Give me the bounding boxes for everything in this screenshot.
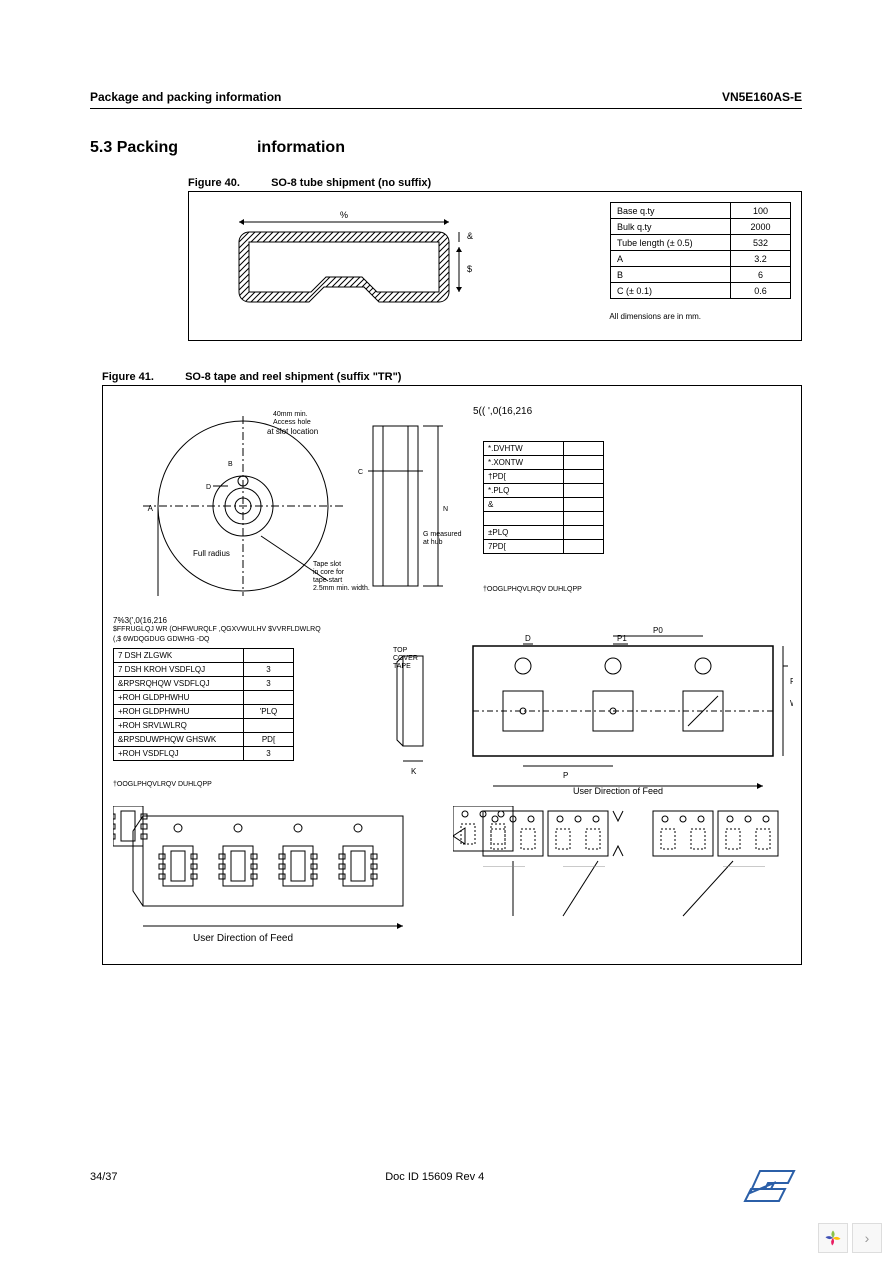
tape-sub2: (,$ 6WDQGDUG GDWHG -DQ [113, 636, 209, 643]
svg-text:tape start: tape start [313, 577, 342, 584]
dim-r2: $ [467, 264, 472, 274]
section-title-a: Packing [117, 139, 178, 156]
svg-text:D: D [206, 484, 211, 491]
table-row: C (± 0.1)0.6 [611, 283, 791, 299]
svg-text:User Direction of Feed: User Direction of Feed [193, 933, 293, 944]
svg-text:C: C [358, 469, 363, 476]
fig41-text: SO-8 tape and reel shipment (suffix "TR"… [185, 371, 401, 383]
table-row [484, 512, 604, 526]
svg-text:Tape slot: Tape slot [313, 561, 341, 568]
svg-text:at hub: at hub [423, 539, 443, 546]
reel-note: †OOGLPHQVLRQV DUHLQPP [483, 586, 582, 593]
svg-text:40mm min.: 40mm min. [273, 411, 308, 418]
table-row: Base q.ty100 [611, 203, 791, 219]
section-number: 5.3 [90, 139, 112, 156]
svg-text:P1: P1 [617, 634, 627, 643]
section-title-b: information [257, 139, 345, 156]
feed-direction-diagram: User Direction of Feed [113, 806, 423, 956]
table-row: & [484, 498, 604, 512]
page-header: Package and packing information VN5E160A… [90, 90, 802, 109]
svg-text:COVER: COVER [393, 655, 418, 662]
tube-dimensions-table: Base q.ty100Bulk q.ty2000Tube length (± … [610, 202, 791, 299]
svg-text:User Direction of Feed: User Direction of Feed [573, 786, 663, 796]
figure-40-caption: Figure 40. SO-8 tube shipment (no suffix… [188, 177, 802, 189]
svg-text:N: N [443, 506, 448, 513]
table-row: 7 DSH KROH VSDFLQJ3 [114, 663, 294, 677]
page-number: 34/37 [90, 1171, 118, 1183]
svg-text:B: B [228, 461, 233, 468]
table-row: +ROH GLDPHWHU [114, 691, 294, 705]
st-logo-icon [742, 1163, 802, 1203]
svg-text:———————: ——————— [483, 864, 525, 870]
tape-dimensions-diagram: TOPCOVERTAPE K P0 D P1 F W P User Direct… [393, 626, 793, 796]
svg-text:D: D [525, 634, 531, 643]
table-row: 7PD[ [484, 540, 604, 554]
figure-41-caption: Figure 41. SO-8 tape and reel shipment (… [102, 371, 802, 383]
svg-text:Access hole: Access hole [273, 419, 311, 426]
table-row: ±PLQ [484, 526, 604, 540]
table-row: +ROH VSDFLQJ3 [114, 747, 294, 761]
svg-text:TOP: TOP [393, 647, 408, 654]
reel-diagram: A 40mm min. Access hole at slot location… [113, 396, 473, 606]
figure-41-frame: A 40mm min. Access hole at slot location… [102, 385, 802, 965]
viewer-logo-icon[interactable] [818, 1223, 848, 1253]
tape-dims-title: 7%3(',0(16,216 [113, 616, 167, 625]
svg-text:P: P [563, 771, 568, 780]
page-footer: 34/37 Doc ID 15609 Rev 4 [90, 1171, 802, 1183]
table-row: &RPSDUWPHQW GHSWKPD[ [114, 733, 294, 747]
section-heading: 5.3 Packing information [90, 139, 802, 157]
svg-text:P0: P0 [653, 626, 663, 635]
svg-text:TAPE: TAPE [393, 663, 411, 670]
table-row: *.DVHTW [484, 442, 604, 456]
dim-r1: & [467, 231, 473, 241]
packing-diagram: ——————— ——————— ——————— [453, 806, 793, 956]
table-row: B6 [611, 267, 791, 283]
svg-text:Full radius: Full radius [193, 549, 230, 558]
table-row: 7 DSH ZLGWK [114, 649, 294, 663]
svg-text:G measured: G measured [423, 531, 462, 538]
svg-text:in core for: in core for [313, 569, 345, 576]
fig40-text: SO-8 tube shipment (no suffix) [271, 177, 431, 189]
svg-text:F: F [790, 677, 793, 686]
table-row: A3.2 [611, 251, 791, 267]
svg-text:at slot location: at slot location [267, 427, 318, 436]
content-area: Package and packing information VN5E160A… [90, 90, 802, 965]
table-row: Tube length (± 0.5)532 [611, 235, 791, 251]
table-row: +ROH GLDPHWHU'PLQ [114, 705, 294, 719]
reel-dimensions-table: *.DVHTW*.XONTW†PD[*.PLQ& ±PLQ7PD[ [483, 441, 604, 554]
svg-text:2.5mm min. width.: 2.5mm min. width. [313, 585, 370, 592]
svg-text:K: K [411, 767, 417, 776]
svg-text:———————: ——————— [563, 864, 605, 870]
svg-text:A: A [148, 504, 154, 513]
dim-top: % [340, 210, 348, 220]
table-row: Bulk q.ty2000 [611, 219, 791, 235]
table-row: *.PLQ [484, 484, 604, 498]
figure-40-frame: % & $ Base q.ty100Bulk q.ty2000Tube leng… [188, 191, 802, 341]
tape-sub1: $FFRUGLQJ WR (OHFWURQLF ,QGXVWULHV $VVRF… [113, 626, 321, 633]
table-row: *.XONTW [484, 456, 604, 470]
tube-cross-section-diagram: % & $ [219, 202, 489, 332]
viewer-pager: › [818, 1223, 882, 1253]
tape-note: †OOGLPHQVLRQV DUHLQPP [113, 781, 212, 788]
table-row: +ROH SRVLWLRQ [114, 719, 294, 733]
tape-dimensions-table: 7 DSH ZLGWK7 DSH KROH VSDFLQJ3&RPSRQHQW … [113, 648, 294, 761]
doc-id: Doc ID 15609 Rev 4 [385, 1171, 484, 1183]
header-right: VN5E160AS-E [722, 90, 802, 104]
fig40-num: Figure 40. [188, 177, 268, 189]
table-row: †PD[ [484, 470, 604, 484]
reel-dims-title: 5(( ',0(16,216 [473, 406, 532, 417]
next-page-button[interactable]: › [852, 1223, 882, 1253]
tube-note: All dimensions are in mm. [609, 312, 701, 321]
header-left: Package and packing information [90, 90, 281, 104]
svg-text:———————: ——————— [723, 864, 765, 870]
fig41-num: Figure 41. [102, 371, 182, 383]
table-row: &RPSRQHQW VSDFLQJ3 [114, 677, 294, 691]
svg-text:W: W [790, 699, 793, 708]
